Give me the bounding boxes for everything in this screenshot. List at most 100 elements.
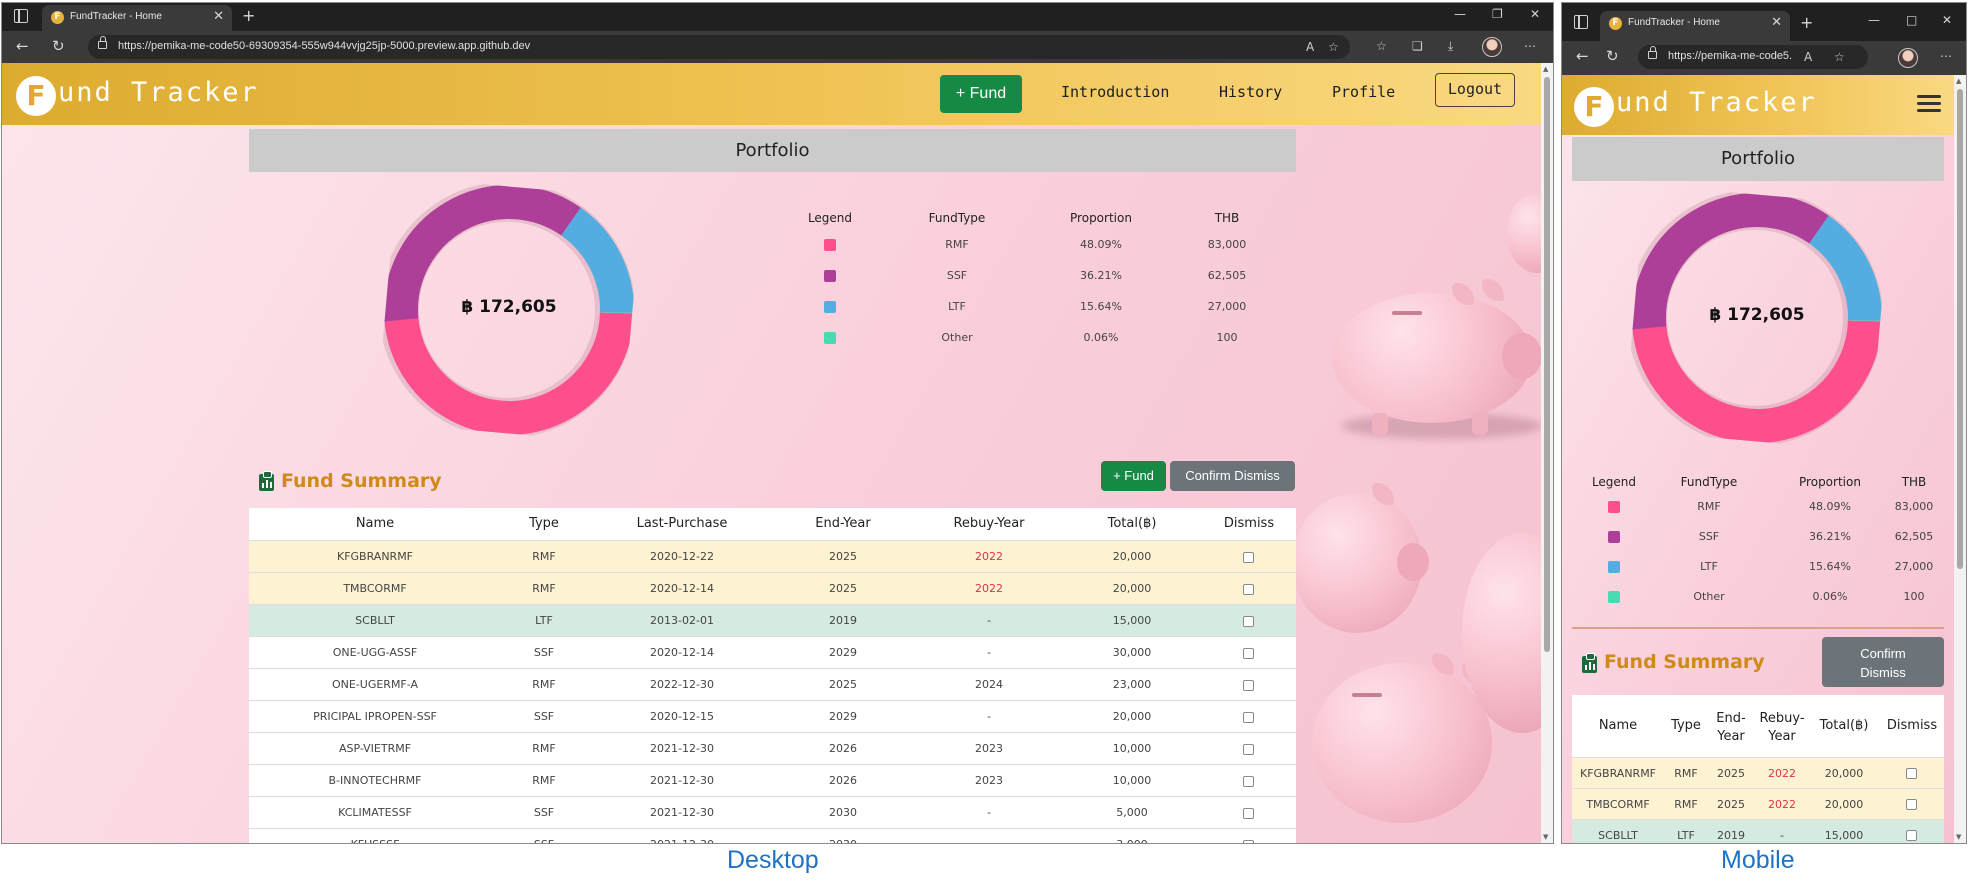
mobile-page: F und Tracker Portfolio ฿ 172,605 Legend…	[1562, 75, 1954, 843]
confirm-dismiss-button[interactable]: Confirm Dismiss	[1822, 637, 1944, 687]
col-header-end-year: End- Year	[1671, 710, 1791, 746]
more-menu-icon[interactable]: ⋯	[1940, 49, 1952, 63]
dismiss-checkbox[interactable]	[1243, 775, 1254, 787]
profile-avatar[interactable]	[1482, 37, 1502, 57]
close-window-icon[interactable]: ✕	[1530, 7, 1541, 21]
back-icon[interactable]: ←	[16, 37, 29, 55]
nav-history[interactable]: History	[1219, 83, 1283, 101]
address-bar[interactable]: https://pemika-me-code5... A ☆	[1638, 45, 1868, 69]
menu-hamburger-icon[interactable]	[1917, 95, 1941, 113]
favorite-add-icon[interactable]: ☆	[1834, 50, 1845, 64]
legend-swatch	[824, 270, 836, 282]
legend-swatch	[1608, 531, 1620, 543]
cell-name: ONE-UGG-ASSF	[332, 646, 418, 659]
logo-icon[interactable]: F	[16, 76, 56, 116]
cell-last-purchase: 2020-12-22	[650, 550, 714, 563]
url-text: https://pemika-me-code5...	[1668, 50, 1793, 62]
collections-icon[interactable]: ❏	[1412, 39, 1423, 53]
dismiss-checkbox[interactable]	[1243, 583, 1254, 595]
back-icon[interactable]: ←	[1576, 47, 1589, 65]
donut-svg	[1627, 189, 1884, 446]
legend-table: Legend FundType Proportion THB RMF 48.09% 83,0…	[780, 211, 1250, 371]
portfolio-title: Portfolio	[1572, 137, 1944, 181]
downloads-icon[interactable]: ⤓	[1448, 39, 1454, 53]
favorites-icon[interactable]: ☆	[1376, 39, 1387, 53]
favorite-add-icon[interactable]: ☆	[1328, 40, 1339, 54]
read-aloud-icon[interactable]: A	[1306, 40, 1315, 54]
legend-thb: 27,000	[1207, 300, 1247, 313]
cell-type: RMF	[532, 582, 556, 595]
scroll-up-icon[interactable]: ▲	[1956, 77, 1962, 85]
confirm-dismiss-button[interactable]: Confirm Dismiss	[1170, 461, 1295, 491]
dismiss-checkbox[interactable]	[1243, 551, 1254, 563]
dismiss-checkbox[interactable]	[1906, 830, 1917, 841]
nav-profile[interactable]: Profile	[1332, 83, 1396, 101]
logout-button[interactable]: Logout	[1435, 73, 1515, 107]
address-bar[interactable]: https://pemika-me-code50-69309354-555w94…	[88, 35, 1350, 59]
browser-tab[interactable]: F FundTracker - Home ✕	[42, 5, 232, 31]
donut-slice-rmf[interactable]	[1632, 302, 1882, 443]
logo-text[interactable]: und Tracker	[58, 77, 259, 108]
tab-actions-icon[interactable]	[14, 9, 28, 23]
cell-total: 3,000	[1042, 829, 1222, 843]
cell-end-year: 2025	[1717, 767, 1745, 780]
donut-slice-rmf[interactable]	[384, 294, 634, 435]
new-tab-icon[interactable]: +	[1800, 13, 1814, 32]
cell-end-year: 2025	[829, 678, 857, 691]
dismiss-checkbox[interactable]	[1243, 711, 1254, 723]
minimize-icon[interactable]: —	[1454, 7, 1466, 21]
nav-introduction[interactable]: Introduction	[1061, 83, 1170, 101]
cell-name: SCBLLT	[355, 614, 395, 627]
cell-type: LTF	[535, 614, 553, 627]
dismiss-checkbox[interactable]	[1243, 615, 1254, 627]
restore-icon[interactable]: □	[1906, 13, 1918, 27]
logo-icon[interactable]: F	[1574, 87, 1614, 127]
table-row: SCBLLT LTF 2019 - 15,000	[1572, 819, 1944, 843]
restore-icon[interactable]: ❐	[1492, 7, 1503, 21]
minimize-icon[interactable]: —	[1868, 13, 1880, 27]
cell-total: 5,000	[1116, 806, 1148, 819]
cell-name: KFGBRANRMF	[336, 550, 414, 563]
add-fund-nav-button[interactable]: + Fund	[940, 75, 1022, 113]
donut-slice-ltf[interactable]	[560, 207, 634, 313]
mobile-vertical-scrollbar[interactable]: ▲ ▼	[1954, 75, 1966, 843]
legend-proportion: 15.64%	[1080, 300, 1122, 313]
scrollbar-thumb[interactable]	[1957, 89, 1963, 569]
cell-end-year: 2026	[829, 742, 857, 755]
dismiss-checkbox[interactable]	[1243, 679, 1254, 691]
dismiss-checkbox[interactable]	[1243, 743, 1254, 755]
desktop-vertical-scrollbar[interactable]: ▲ ▼	[1541, 63, 1553, 843]
donut-slice-ssf[interactable]	[1632, 193, 1829, 342]
table-row: ONE-UGG-ASSF SSF 2020-12-14 2029 - 30,000	[249, 636, 1296, 668]
dismiss-checkbox[interactable]	[1243, 807, 1254, 819]
donut-slice-ltf[interactable]	[1808, 215, 1882, 321]
scroll-up-icon[interactable]: ▲	[1543, 65, 1549, 73]
dismiss-checkbox[interactable]	[1906, 799, 1917, 810]
add-fund-button[interactable]: + Fund	[1101, 461, 1166, 491]
scroll-down-icon[interactable]: ▼	[1543, 833, 1549, 841]
legend-swatch	[1608, 561, 1620, 573]
scroll-down-icon[interactable]: ▼	[1956, 833, 1962, 841]
cell-last-purchase: 2020-12-14	[650, 582, 714, 595]
legend-header-proportion: Proportion	[1799, 475, 1861, 489]
close-tab-icon[interactable]: ✕	[213, 9, 224, 24]
dismiss-checkbox[interactable]	[1243, 647, 1254, 659]
refresh-icon[interactable]: ↻	[52, 37, 65, 55]
more-menu-icon[interactable]: ⋯	[1524, 39, 1536, 53]
browser-tab[interactable]: F FundTracker - Home ✕	[1600, 11, 1790, 41]
table-row: KFGBRANRMF RMF 2020-12-22 2025 2022 20,000	[249, 540, 1296, 572]
legend-fundtype: RMF	[1697, 500, 1721, 513]
read-aloud-icon[interactable]: A	[1804, 50, 1813, 64]
new-tab-icon[interactable]: +	[242, 6, 256, 25]
donut-slice-ssf[interactable]	[384, 185, 581, 334]
table-row: ASP-VIETRMF RMF 2021-12-30 2026 2023 10,000	[249, 732, 1296, 764]
close-tab-icon[interactable]: ✕	[1771, 15, 1782, 30]
scrollbar-thumb[interactable]	[1544, 77, 1550, 652]
refresh-icon[interactable]: ↻	[1606, 47, 1619, 65]
logo-text[interactable]: und Tracker	[1616, 87, 1817, 118]
tab-actions-icon[interactable]	[1574, 15, 1588, 29]
profile-avatar[interactable]	[1898, 48, 1918, 68]
dismiss-checkbox[interactable]	[1243, 839, 1254, 843]
dismiss-checkbox[interactable]	[1906, 768, 1917, 779]
close-window-icon[interactable]: ✕	[1942, 13, 1953, 27]
